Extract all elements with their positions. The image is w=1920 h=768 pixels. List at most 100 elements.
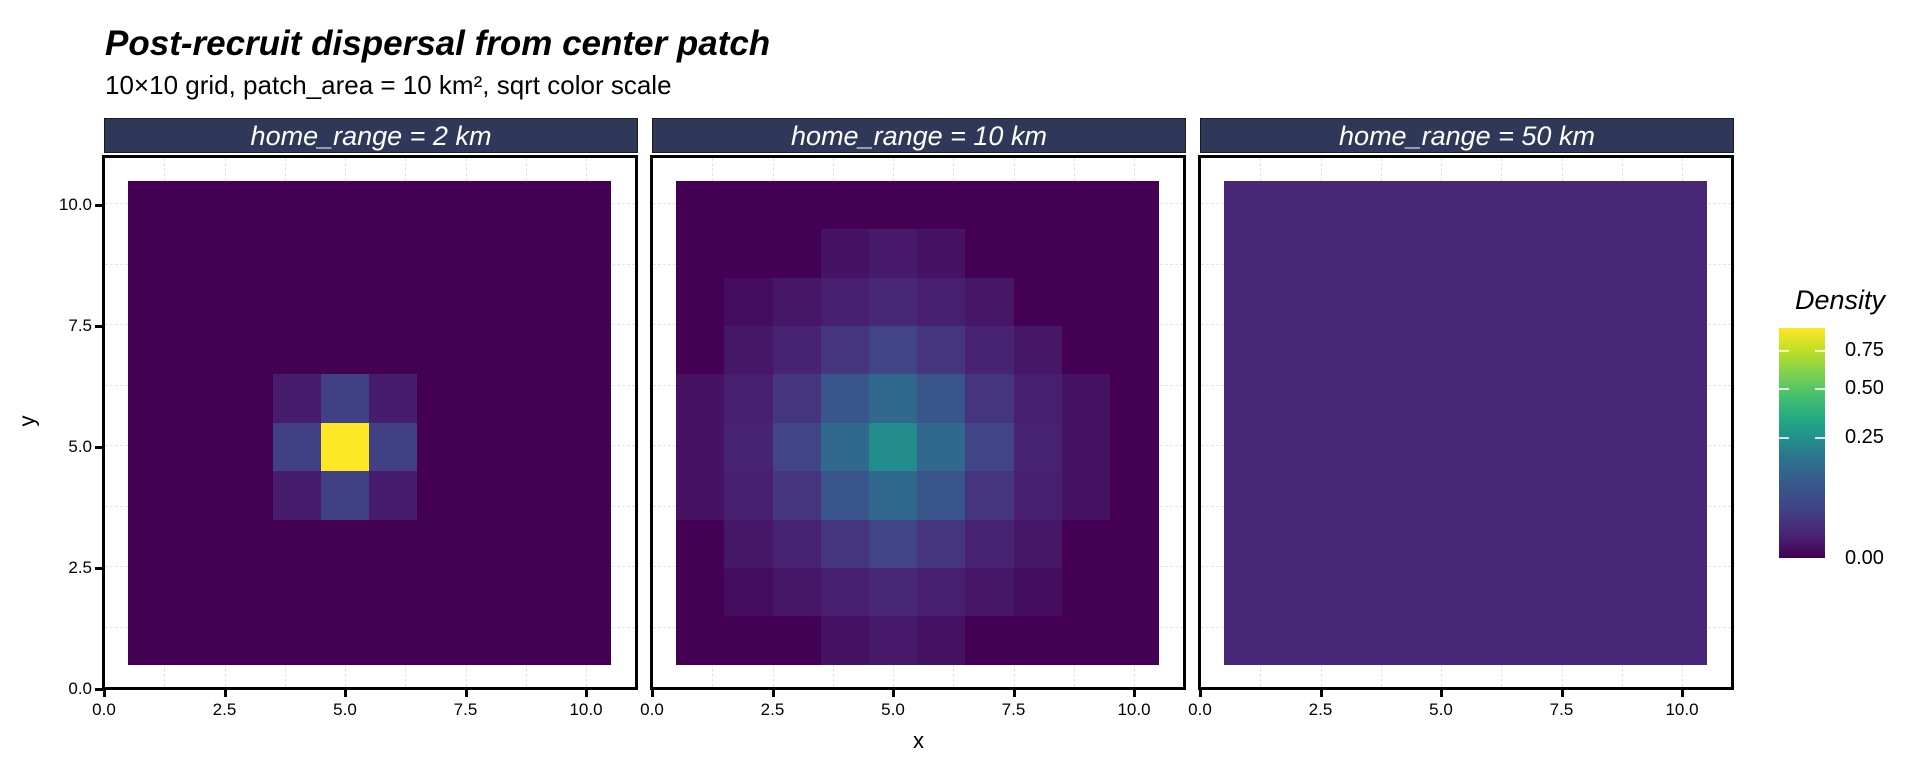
heatmap-cell [513, 519, 563, 569]
facet-strip-1: home_range = 2 km [104, 118, 638, 153]
heatmap-cell [272, 180, 322, 230]
y-tick-label: 10.0 [58, 195, 92, 214]
heatmap-cell [1416, 229, 1466, 279]
heatmap-cell [224, 326, 274, 375]
x-tick-label: 7.5 [1001, 700, 1026, 719]
heatmap-cell [1513, 326, 1563, 375]
heatmap-cell [320, 471, 370, 521]
heatmap-cell [1061, 519, 1111, 569]
heatmap-cell [272, 374, 322, 424]
heatmap-cell [465, 374, 515, 424]
heatmap-cell [1109, 471, 1159, 521]
heatmap-cell [1013, 180, 1063, 230]
y-tick [95, 446, 103, 449]
heatmap-cell [1224, 519, 1273, 569]
x-tick-label: 10.0 [569, 700, 603, 719]
heatmap-cell [1109, 568, 1159, 617]
heatmap-cell [1368, 422, 1418, 472]
heatmap-cell [272, 616, 322, 666]
x-tick [1319, 689, 1323, 697]
heatmap-cell [1272, 229, 1322, 279]
heatmap-cell [417, 519, 467, 569]
heatmap-cell [917, 471, 966, 521]
heatmap-cell [320, 180, 370, 230]
heatmap-cell [369, 471, 418, 521]
heatmap-cell [1224, 568, 1273, 617]
heatmap-cell [820, 616, 870, 666]
heatmap-cell [724, 180, 774, 230]
heatmap-cell [1320, 471, 1370, 521]
heatmap-cell [561, 616, 611, 666]
heatmap-cell [224, 616, 274, 666]
facet-panel-3 [1198, 155, 1734, 690]
heatmap-cell [465, 180, 515, 230]
heatmap-cell [1061, 229, 1111, 279]
heatmap-cell [561, 229, 611, 279]
heatmap-cell [820, 277, 870, 327]
heatmap-cell [272, 519, 322, 569]
heatmap-cell [1013, 519, 1063, 569]
legend-tick [1815, 388, 1825, 390]
heatmap-cell [676, 229, 725, 279]
x-tick-label: 5.0 [1429, 700, 1453, 719]
x-tick [585, 689, 588, 697]
heatmap-cell [724, 229, 774, 279]
heatmap-cell [868, 374, 918, 424]
heatmap-cell [917, 180, 966, 230]
heatmap-cell [868, 616, 918, 666]
heatmap-cell [513, 374, 563, 424]
heatmap-cell [561, 471, 611, 521]
heatmap-cell [965, 471, 1015, 521]
heatmap-cell [1224, 326, 1273, 375]
heatmap-cell [772, 422, 822, 472]
heatmap-cell [868, 422, 918, 472]
heatmap-cell [465, 422, 515, 472]
heatmap-cell [1657, 326, 1707, 375]
heatmap-cell [1561, 229, 1611, 279]
heatmap-cell [917, 229, 966, 279]
heatmap-cell [676, 616, 725, 666]
legend-label-075: 0.75 [1845, 339, 1884, 361]
x-tick [651, 689, 654, 697]
heatmap-cell [1368, 374, 1418, 424]
heatmap-cell [465, 568, 515, 617]
heatmap-cell [224, 180, 274, 230]
heatmap-cell [561, 374, 611, 424]
heatmap-cell [128, 616, 177, 666]
heatmap-cell [772, 616, 822, 666]
x-tick [103, 689, 106, 697]
heatmap-cell [513, 568, 563, 617]
heatmap-cell [1224, 277, 1273, 327]
heatmap-cell [1657, 422, 1707, 472]
heatmap-cell [1416, 180, 1466, 230]
heatmap-cell [1272, 471, 1322, 521]
heatmap-cell [417, 277, 467, 327]
heatmap-cell [676, 568, 725, 617]
heatmap-cell [176, 180, 226, 230]
x-tick-label: 0.0 [92, 700, 116, 719]
heatmap-cell [128, 519, 177, 569]
heatmap-cell [1272, 422, 1322, 472]
x-tick [771, 689, 775, 697]
legend-label-000: 0.00 [1845, 547, 1884, 569]
heatmap-cell [1013, 326, 1063, 375]
heatmap-cell [369, 229, 418, 279]
heatmap-cell [965, 277, 1015, 327]
x-tick [1440, 689, 1443, 697]
facet-strip-2: home_range = 10 km [652, 118, 1186, 153]
heatmap-cell [1609, 277, 1659, 327]
heatmap-cell [917, 277, 966, 327]
heatmap-cell [513, 616, 563, 666]
heatmap-cell [128, 422, 177, 472]
heatmap-cell [1109, 277, 1159, 327]
heatmap-cell [561, 519, 611, 569]
facet-panel-2 [650, 155, 1186, 690]
heatmap-cell [1465, 422, 1514, 472]
heatmap-cell [1513, 616, 1563, 666]
heatmap-cell [676, 374, 725, 424]
x-tick-label: 2.5 [760, 700, 785, 719]
heatmap-cell [224, 568, 274, 617]
heatmap-cell [465, 277, 515, 327]
heatmap-cell [676, 326, 725, 375]
heatmap-cell [1657, 180, 1707, 230]
